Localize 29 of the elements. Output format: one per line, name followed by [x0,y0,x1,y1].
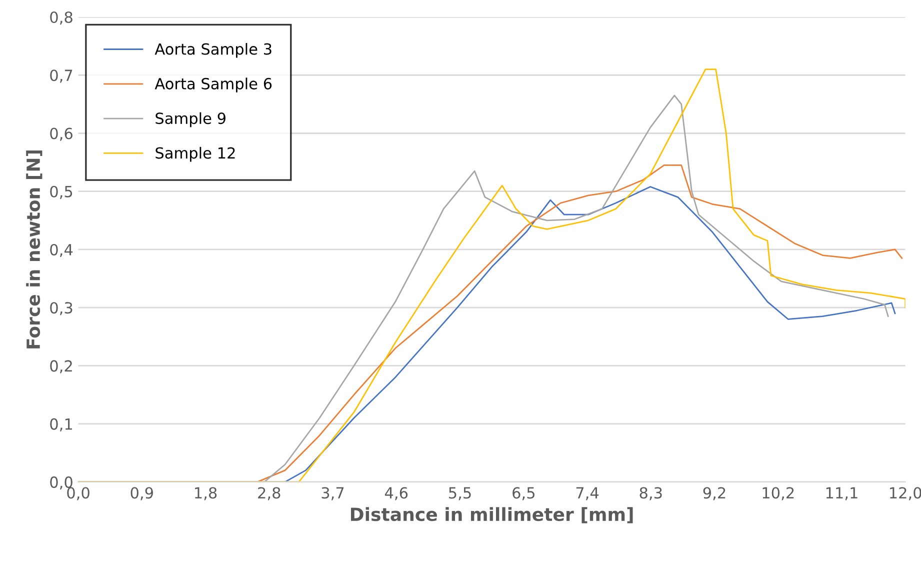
x-tick-label: 10,2 [762,487,794,500]
y-tick-label: 0,5 [50,186,72,199]
x-tick-label: 12,0 [890,487,921,500]
x-tick-label: 8,3 [640,487,662,500]
x-tick-label: 11,1 [826,487,858,500]
legend-label: Sample 9 [156,112,226,128]
x-tick-label: 1,8 [195,487,217,500]
x-tick-label: 9,2 [703,487,726,500]
y-tick-label: 0,6 [50,128,72,141]
y-tick-label: 0,0 [50,476,72,490]
y-tick-label: 0,1 [50,418,72,432]
legend-label: Aorta Sample 6 [154,78,272,92]
y-tick-label: 0,2 [50,360,72,374]
x-axis-title: Distance in millimeter [mm] [350,507,633,524]
x-tick-label: 0,0 [67,487,90,500]
y-tick-label: 0,7 [50,70,72,83]
legend-label: Sample 12 [156,146,235,162]
x-tick-label: 0,9 [130,487,153,500]
y-tick-label: 0,4 [50,244,73,258]
legend-label: Aorta Sample 3 [154,42,272,58]
y-tick-label: 0,8 [50,11,72,25]
x-tick-label: 3,7 [322,487,344,500]
x-tick-label: 4,6 [384,487,408,500]
x-tick-label: 5,5 [449,487,471,500]
x-tick-label: 2,8 [258,487,280,500]
x-tick-label: 7,4 [576,487,599,500]
y-tick-label: 0,3 [50,302,72,316]
y-axis-title: Force in newton [N] [26,150,42,348]
x-tick-label: 6,5 [512,487,534,500]
